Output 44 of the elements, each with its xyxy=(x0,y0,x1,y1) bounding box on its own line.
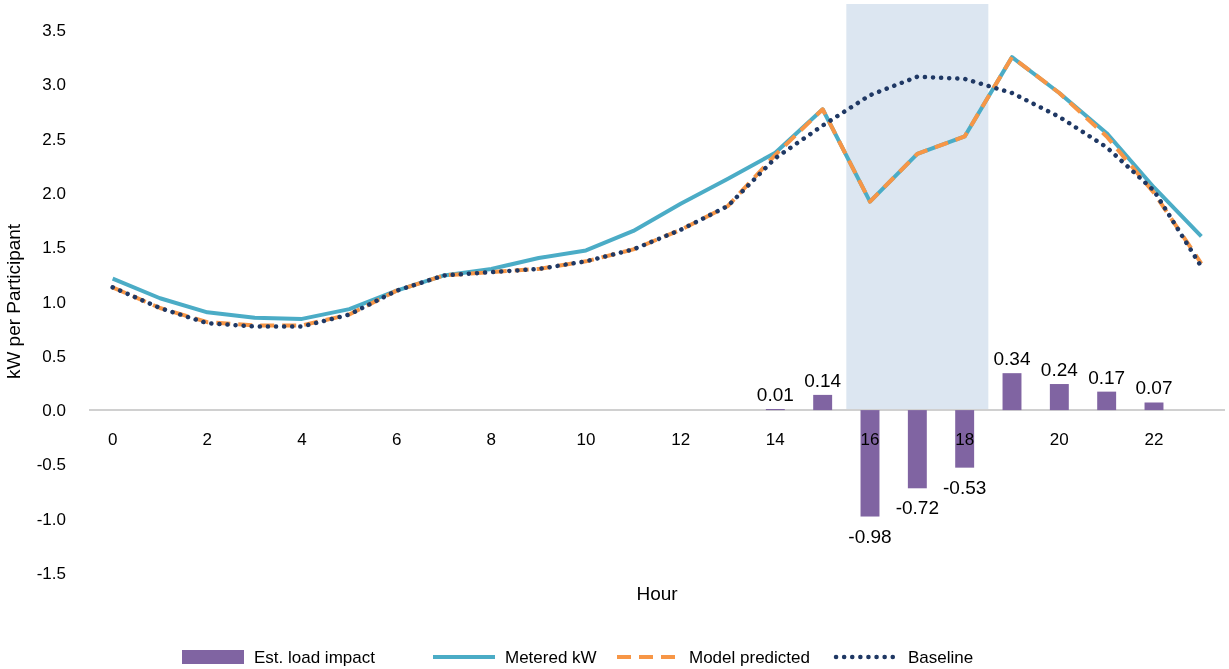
y-tick-label: 3.5 xyxy=(42,21,66,40)
legend-label: Metered kW xyxy=(505,648,597,667)
x-tick-label: 16 xyxy=(860,430,880,450)
data-label: -0.98 xyxy=(848,525,892,547)
data-label: 0.07 xyxy=(1135,377,1173,399)
y-axis-title: kW per Participant xyxy=(3,223,24,380)
bar xyxy=(813,394,833,411)
y-tick-label: 2.0 xyxy=(42,183,66,203)
y-tick-label: 2.5 xyxy=(42,129,66,149)
y-tick-label: 3.0 xyxy=(42,75,66,95)
data-label: 0.34 xyxy=(993,348,1031,370)
y-tick-label: 1.5 xyxy=(42,238,66,258)
y-tick-label: -0.5 xyxy=(36,455,66,475)
x-tick-label: 14 xyxy=(765,430,785,450)
data-label: 0.24 xyxy=(1040,359,1079,381)
data-label: -0.53 xyxy=(943,476,987,498)
x-tick-label: 0 xyxy=(107,430,118,450)
y-tick-label: -1.5 xyxy=(36,564,66,583)
x-tick-label: 20 xyxy=(1049,430,1069,450)
x-tick-label: 12 xyxy=(671,430,691,450)
legend-label: Est. load impact xyxy=(254,648,376,667)
y-tick-label: -1.0 xyxy=(36,509,66,529)
x-axis-title: Hour xyxy=(636,583,679,604)
data-label: 0.14 xyxy=(804,369,842,391)
y-tick-label: 0.5 xyxy=(42,346,66,366)
x-tick-label: 22 xyxy=(1144,430,1164,450)
x-tick-label: 10 xyxy=(576,430,596,450)
legend-label: Baseline xyxy=(908,648,974,667)
x-tick-label: 18 xyxy=(955,430,975,450)
bar xyxy=(1097,391,1117,411)
bar xyxy=(1002,373,1022,411)
legend-label: Model predicted xyxy=(689,648,810,667)
y-tick-label: 1.0 xyxy=(42,292,66,312)
data-label: 0.01 xyxy=(756,384,794,406)
y-tick-label: 0.0 xyxy=(42,401,66,421)
data-label: 0.17 xyxy=(1088,366,1126,388)
data-label: -0.72 xyxy=(895,497,939,519)
x-tick-label: 2 xyxy=(202,430,213,450)
bar xyxy=(907,410,927,489)
x-tick-label: 8 xyxy=(486,430,497,450)
x-tick-label: 4 xyxy=(297,430,307,450)
x-tick-label: 6 xyxy=(391,430,402,450)
bar xyxy=(1144,402,1164,411)
bar xyxy=(1049,384,1069,411)
